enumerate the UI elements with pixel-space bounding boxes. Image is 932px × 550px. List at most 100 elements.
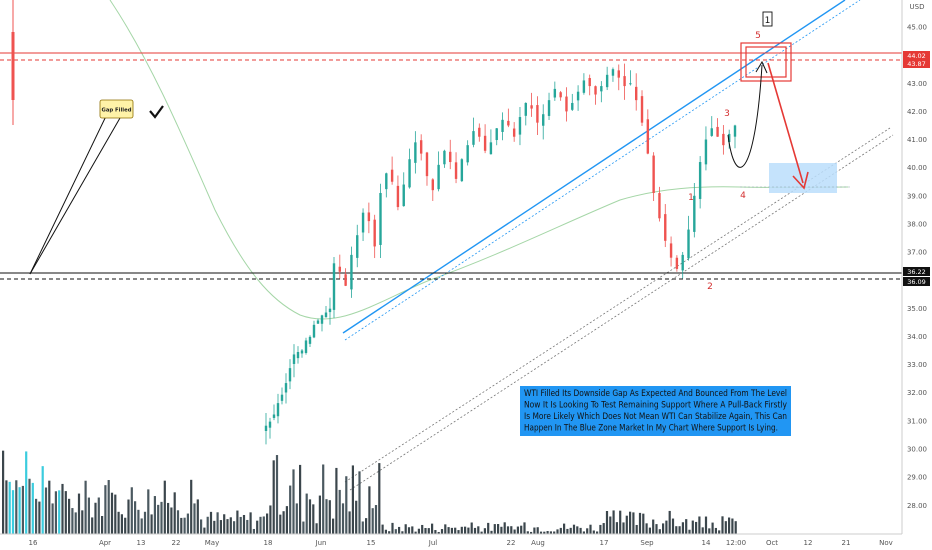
- candle-body: [669, 243, 673, 258]
- volume-bar: [695, 521, 698, 534]
- volume-bar: [292, 469, 295, 534]
- volume-bar: [312, 504, 315, 534]
- volume-bar: [322, 464, 325, 534]
- candle-body: [565, 96, 568, 112]
- volume-bar: [582, 531, 585, 534]
- checkmark-icon: [149, 105, 164, 119]
- candle-body: [640, 96, 644, 123]
- volume-bar: [124, 517, 127, 534]
- candle-body: [698, 162, 702, 199]
- volume-bar: [371, 508, 374, 534]
- price-tick-label: 35.00: [907, 305, 927, 313]
- volume-bar: [434, 530, 437, 534]
- candle-body: [385, 173, 388, 190]
- candle-body: [553, 88, 557, 98]
- price-badge: [903, 59, 930, 68]
- price-tick-label: 42.00: [907, 108, 927, 116]
- volume-bar: [358, 471, 361, 534]
- volume-bar: [546, 531, 549, 534]
- candle-body: [576, 91, 580, 101]
- candle-body: [600, 86, 603, 92]
- candle-body: [276, 403, 280, 417]
- volume-bar: [143, 511, 147, 534]
- candle-body: [658, 193, 661, 219]
- time-tick-label: May: [205, 539, 219, 547]
- currency-label: USD: [910, 3, 925, 11]
- annotation-box: [520, 386, 791, 436]
- volume-bar: [252, 528, 255, 534]
- volume-bar: [305, 493, 308, 534]
- volume-bar: [510, 526, 513, 534]
- volume-bar: [226, 519, 229, 534]
- volume-bar: [173, 492, 176, 534]
- candle-body: [396, 185, 400, 208]
- price-badge-label: 36.09: [907, 278, 926, 286]
- price-tick-label: 38.00: [907, 220, 927, 228]
- annotation-line-4: Happen In The Blue Zone Market In My Cha…: [524, 423, 778, 434]
- volume-bar: [503, 522, 506, 534]
- candle-body: [300, 350, 304, 354]
- volume-bar: [180, 517, 183, 534]
- volume-bar: [658, 529, 661, 534]
- volume-bar: [104, 485, 107, 534]
- volume-bar: [520, 525, 523, 534]
- candle-body: [472, 131, 475, 145]
- candle-body: [693, 195, 696, 232]
- price-tick-label: 39.00: [907, 192, 927, 200]
- candle-body: [704, 139, 708, 165]
- volume-bar: [718, 530, 721, 534]
- candle-body: [733, 125, 737, 137]
- volume-bar: [87, 497, 90, 534]
- volume-bar: [728, 517, 731, 534]
- volume-bar: [31, 482, 34, 534]
- volume-bar: [701, 527, 704, 534]
- volume-bar: [685, 519, 688, 534]
- candle-body: [727, 133, 731, 143]
- volume-bar: [635, 524, 638, 534]
- volume-bar: [259, 516, 262, 534]
- volume-bar: [368, 486, 371, 534]
- wave-label-2: 2: [707, 282, 713, 292]
- volume-bar: [681, 522, 684, 534]
- volume-bar: [500, 526, 503, 534]
- candle-body: [408, 159, 411, 188]
- candle-body: [419, 140, 423, 154]
- price-tick-label: 30.00: [907, 446, 927, 454]
- candle-body: [582, 80, 586, 93]
- volume-bar: [734, 521, 737, 534]
- volume-bar: [35, 498, 38, 534]
- time-tick-label: Jun: [315, 539, 327, 547]
- volume-bar: [216, 512, 219, 534]
- candle-body: [308, 336, 312, 344]
- time-tick-label: 17: [600, 539, 609, 547]
- volume-bar: [431, 523, 434, 534]
- candle-body: [454, 162, 458, 179]
- volume-bar: [662, 523, 665, 534]
- candle-body: [402, 184, 405, 207]
- price-tick-label: 28.00: [907, 502, 927, 510]
- volume-bar: [213, 520, 216, 534]
- candle-body: [623, 76, 626, 87]
- candle-body: [344, 274, 347, 286]
- time-tick-label: 18: [264, 539, 273, 547]
- volume-bar: [196, 499, 199, 534]
- volume-bar: [622, 522, 625, 534]
- candle-body: [414, 142, 417, 163]
- candle-body: [431, 179, 434, 191]
- volume-bar: [127, 499, 130, 534]
- volume-bar: [632, 512, 635, 534]
- volume-bar: [160, 501, 163, 534]
- candle-body: [635, 86, 638, 101]
- volume-bar: [351, 465, 354, 534]
- volume-bar: [341, 503, 345, 534]
- candle-body: [542, 114, 545, 126]
- candle-body: [350, 254, 353, 290]
- price-tick-label: 37.00: [907, 249, 927, 257]
- volume-bar: [437, 531, 440, 534]
- volume-bar: [110, 492, 114, 534]
- blue-support-zone: [769, 163, 837, 193]
- candle-body: [646, 119, 650, 154]
- volume-bar: [295, 503, 298, 534]
- volume-bar: [71, 508, 74, 534]
- volume-bar: [272, 460, 275, 534]
